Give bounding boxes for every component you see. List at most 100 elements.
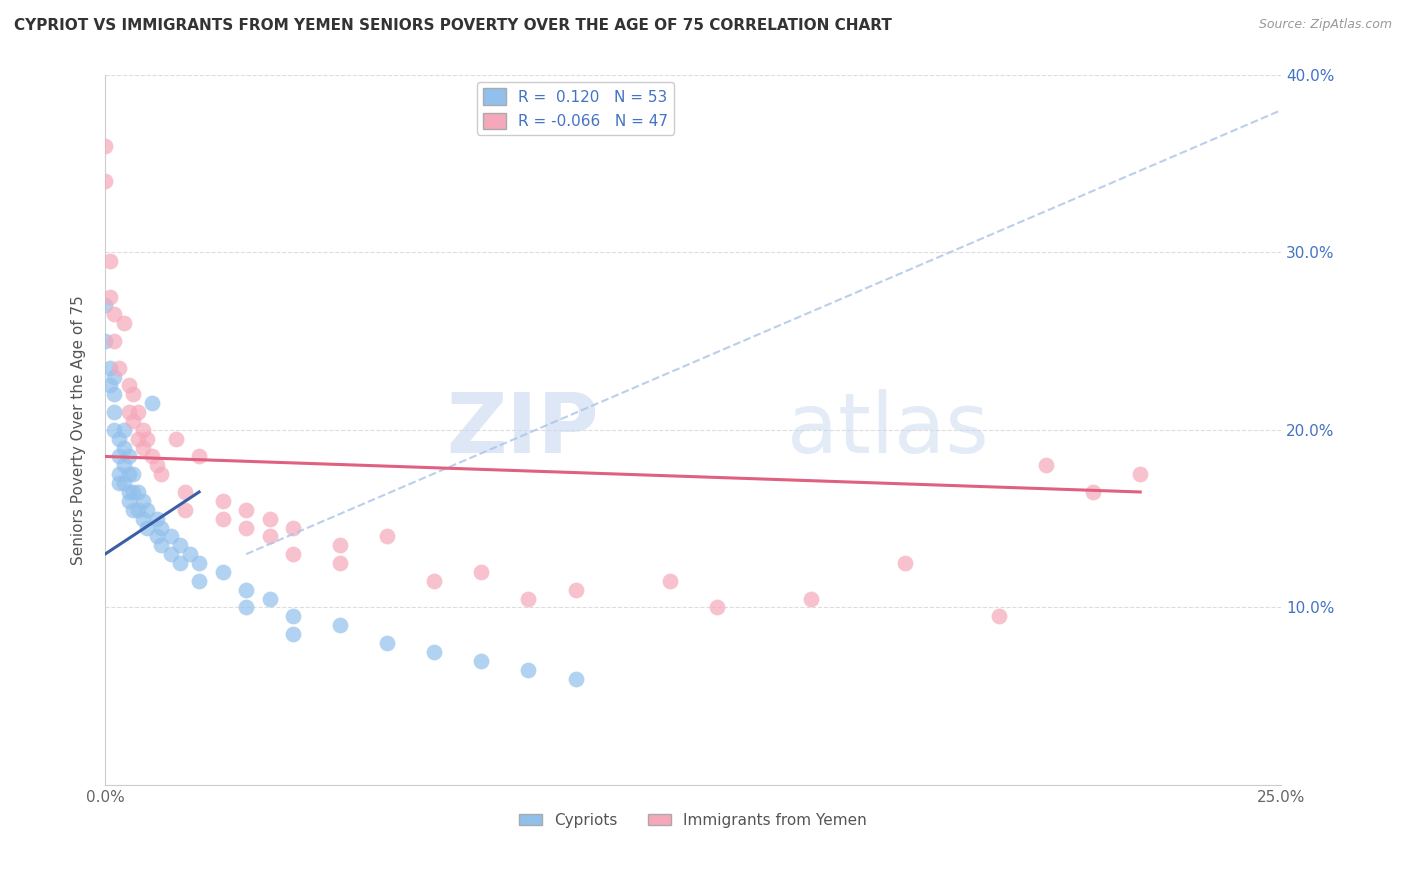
Point bbox=[174, 502, 197, 516]
Point bbox=[117, 405, 139, 419]
Point bbox=[122, 414, 145, 428]
Point bbox=[259, 529, 281, 543]
Point bbox=[127, 485, 149, 500]
Point bbox=[800, 591, 823, 606]
Point bbox=[112, 316, 135, 330]
Point bbox=[94, 174, 117, 188]
Point bbox=[329, 538, 352, 552]
Point bbox=[112, 458, 135, 473]
Point bbox=[259, 591, 281, 606]
Point bbox=[211, 494, 233, 508]
Point bbox=[235, 582, 257, 597]
Point bbox=[235, 520, 257, 534]
Point bbox=[169, 538, 191, 552]
Point bbox=[141, 450, 163, 464]
Point bbox=[122, 502, 145, 516]
Point bbox=[145, 529, 167, 543]
Text: Source: ZipAtlas.com: Source: ZipAtlas.com bbox=[1258, 18, 1392, 31]
Point bbox=[103, 405, 125, 419]
Point bbox=[179, 547, 201, 561]
Point bbox=[122, 387, 145, 401]
Point bbox=[108, 450, 131, 464]
Point bbox=[1035, 458, 1057, 473]
Point bbox=[117, 378, 139, 392]
Point bbox=[117, 494, 139, 508]
Point bbox=[150, 538, 173, 552]
Point bbox=[188, 556, 211, 570]
Point bbox=[235, 600, 257, 615]
Point bbox=[165, 432, 187, 446]
Point bbox=[103, 369, 125, 384]
Point bbox=[108, 360, 131, 375]
Point bbox=[211, 565, 233, 579]
Point bbox=[423, 574, 446, 588]
Point bbox=[98, 254, 121, 268]
Point bbox=[136, 432, 159, 446]
Point bbox=[283, 520, 305, 534]
Point bbox=[112, 423, 135, 437]
Point bbox=[375, 529, 398, 543]
Point bbox=[136, 520, 159, 534]
Point bbox=[564, 672, 586, 686]
Point bbox=[706, 600, 728, 615]
Point bbox=[127, 432, 149, 446]
Point bbox=[169, 556, 191, 570]
Point bbox=[98, 360, 121, 375]
Point bbox=[127, 502, 149, 516]
Point bbox=[136, 502, 159, 516]
Point bbox=[131, 494, 153, 508]
Y-axis label: Seniors Poverty Over the Age of 75: Seniors Poverty Over the Age of 75 bbox=[72, 295, 86, 565]
Point bbox=[117, 467, 139, 482]
Point bbox=[108, 476, 131, 491]
Point bbox=[329, 618, 352, 632]
Point bbox=[108, 432, 131, 446]
Point bbox=[122, 485, 145, 500]
Point bbox=[174, 485, 197, 500]
Point bbox=[145, 511, 167, 525]
Point bbox=[517, 591, 540, 606]
Point bbox=[103, 334, 125, 348]
Point bbox=[283, 609, 305, 624]
Point bbox=[894, 556, 917, 570]
Point bbox=[103, 387, 125, 401]
Point bbox=[283, 547, 305, 561]
Point bbox=[1129, 467, 1152, 482]
Point bbox=[1083, 485, 1105, 500]
Point bbox=[131, 441, 153, 455]
Legend: Cypriots, Immigrants from Yemen: Cypriots, Immigrants from Yemen bbox=[513, 807, 873, 834]
Point bbox=[423, 645, 446, 659]
Point bbox=[470, 654, 492, 668]
Point bbox=[150, 467, 173, 482]
Point bbox=[188, 450, 211, 464]
Point bbox=[103, 307, 125, 321]
Point bbox=[117, 450, 139, 464]
Point bbox=[98, 378, 121, 392]
Point bbox=[94, 298, 117, 312]
Point bbox=[283, 627, 305, 641]
Point bbox=[108, 467, 131, 482]
Point bbox=[127, 405, 149, 419]
Text: atlas: atlas bbox=[787, 389, 988, 470]
Text: CYPRIOT VS IMMIGRANTS FROM YEMEN SENIORS POVERTY OVER THE AGE OF 75 CORRELATION : CYPRIOT VS IMMIGRANTS FROM YEMEN SENIORS… bbox=[14, 18, 891, 33]
Point bbox=[160, 547, 183, 561]
Point bbox=[141, 396, 163, 410]
Point bbox=[564, 582, 586, 597]
Point bbox=[188, 574, 211, 588]
Point bbox=[517, 663, 540, 677]
Point bbox=[375, 636, 398, 650]
Point bbox=[98, 289, 121, 303]
Point bbox=[131, 423, 153, 437]
Point bbox=[658, 574, 681, 588]
Point bbox=[103, 423, 125, 437]
Point bbox=[211, 511, 233, 525]
Point bbox=[235, 502, 257, 516]
Point bbox=[117, 485, 139, 500]
Point bbox=[150, 520, 173, 534]
Point bbox=[94, 334, 117, 348]
Point bbox=[329, 556, 352, 570]
Point bbox=[122, 467, 145, 482]
Point bbox=[259, 511, 281, 525]
Text: ZIP: ZIP bbox=[447, 389, 599, 470]
Point bbox=[112, 476, 135, 491]
Point bbox=[94, 138, 117, 153]
